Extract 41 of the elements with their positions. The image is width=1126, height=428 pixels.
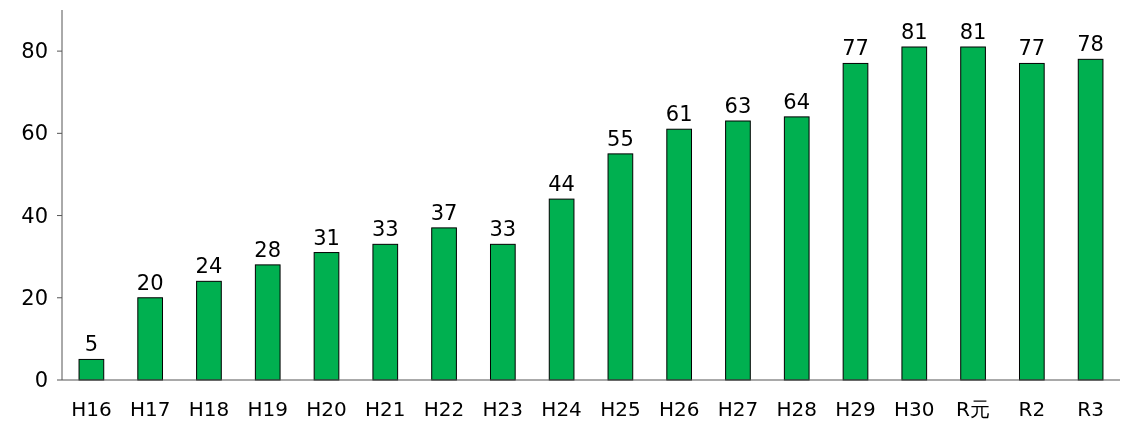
data-label: 81 — [900, 20, 928, 44]
data-label: 33 — [489, 217, 517, 242]
x-tick-label: H20 — [306, 397, 347, 421]
x-tick-label: H24 — [541, 397, 582, 421]
x-tick-label: H18 — [188, 397, 230, 421]
data-label: 44 — [548, 172, 575, 197]
data-label: 78 — [1077, 32, 1104, 57]
x-tick-label: H22 — [423, 397, 465, 421]
x-tick-label: H17 — [129, 397, 171, 421]
data-label: 61 — [665, 102, 693, 127]
x-tick-label: R3 — [1077, 397, 1104, 421]
data-label: 5 — [84, 332, 99, 357]
x-tick-label: H26 — [658, 397, 700, 421]
x-tick-label: H21 — [365, 397, 406, 421]
x-tick-label: H23 — [482, 397, 524, 421]
y-tick-label: 80 — [21, 39, 48, 64]
y-tick-label: 0 — [34, 368, 48, 392]
data-label: 63 — [724, 94, 752, 118]
x-tick-label: H19 — [247, 397, 288, 421]
data-label: 77 — [842, 36, 869, 61]
y-tick-label: 60 — [21, 121, 48, 146]
x-tick-label: H16 — [71, 397, 112, 421]
y-tick-label: 20 — [21, 285, 48, 310]
data-label: 31 — [313, 225, 340, 250]
x-tick-label: H27 — [717, 397, 759, 421]
x-tick-label: R2 — [1018, 397, 1046, 421]
data-label: 20 — [136, 270, 164, 295]
data-label: 81 — [959, 20, 987, 44]
data-label: 24 — [195, 254, 223, 279]
y-tick-label: 40 — [21, 203, 48, 228]
data-label: 64 — [783, 89, 811, 114]
x-tick-label: H25 — [600, 397, 641, 421]
data-label: 77 — [1018, 36, 1046, 61]
x-tick-label: H28 — [776, 397, 817, 421]
x-tick-label: H29 — [835, 397, 876, 421]
x-tick-label: R元 — [956, 397, 991, 421]
data-label: 55 — [607, 126, 634, 151]
x-tick-label: H30 — [894, 397, 935, 421]
data-label: 28 — [254, 237, 282, 262]
data-label: 33 — [371, 217, 399, 242]
data-label: 37 — [430, 200, 458, 225]
